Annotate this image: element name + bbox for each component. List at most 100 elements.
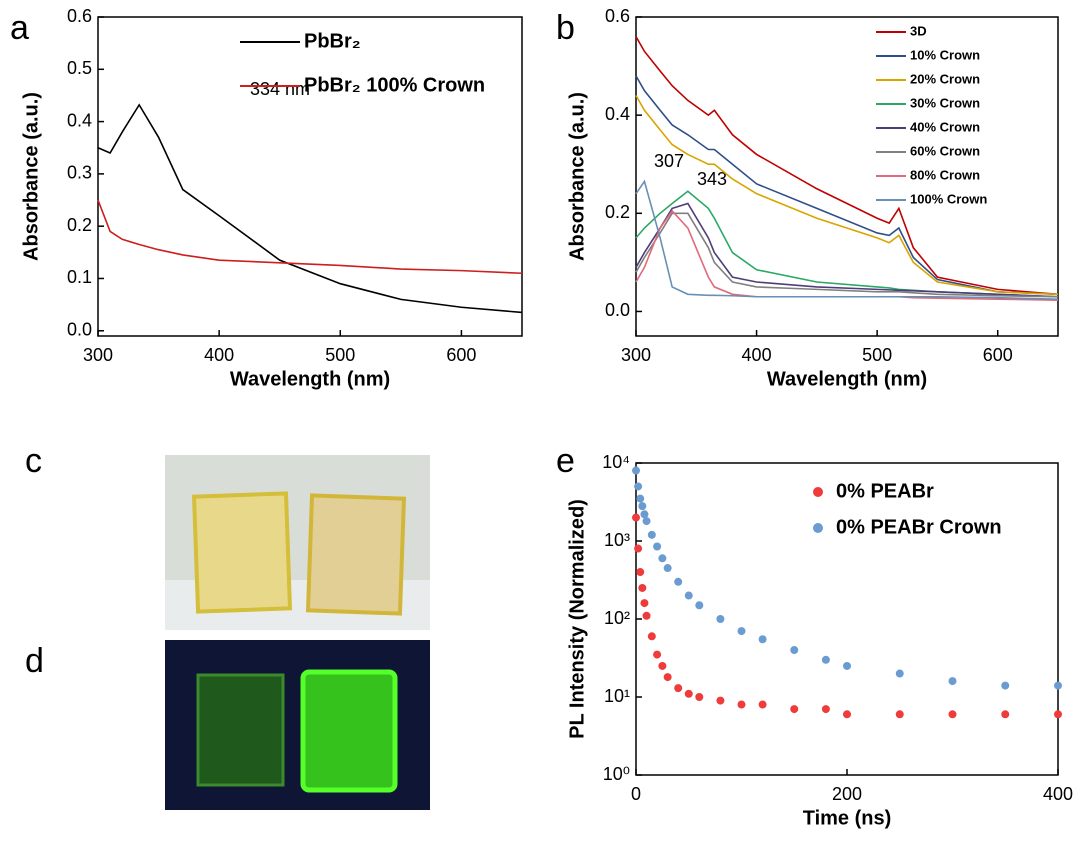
y-tick-label: 10² xyxy=(604,608,630,628)
y-tick-label: 0.6 xyxy=(67,6,92,26)
legend-label: 0% PEABr Crown xyxy=(836,516,1002,538)
data-point xyxy=(658,554,667,563)
y-tick-label: 10¹ xyxy=(604,686,630,706)
legend-marker xyxy=(813,523,823,533)
data-point xyxy=(716,615,725,623)
data-line xyxy=(97,199,523,275)
y-tick-label: 0.0 xyxy=(605,300,630,320)
y-tick-label: 0.5 xyxy=(67,58,92,78)
legend-label: 80% Crown xyxy=(910,167,980,182)
data-point xyxy=(674,577,683,586)
data-point xyxy=(843,661,851,670)
annotation: 334 nm xyxy=(250,79,310,99)
x-tick-label: 500 xyxy=(862,345,892,365)
x-tick-label: 300 xyxy=(621,345,651,365)
data-point xyxy=(636,568,645,577)
data-point xyxy=(790,705,799,714)
annotation: 343 xyxy=(697,169,727,189)
y-tick-label: 0.6 xyxy=(605,6,630,26)
panel-label: b xyxy=(556,9,575,47)
film xyxy=(305,493,407,616)
legend-label: 10% Crown xyxy=(910,47,980,62)
y-axis-label: Absorbance (a.u.) xyxy=(20,92,42,261)
data-point xyxy=(647,632,656,641)
x-tick-label: 600 xyxy=(446,345,476,365)
annotation: 307 xyxy=(654,151,684,171)
data-point xyxy=(684,689,693,698)
legend-label: 20% Crown xyxy=(910,71,980,86)
x-tick-label: 600 xyxy=(983,345,1013,365)
y-tick-label: 10³ xyxy=(604,530,630,550)
data-point xyxy=(758,700,767,709)
panel-label: a xyxy=(10,9,29,47)
legend-label: 0% PEABr xyxy=(836,480,934,502)
data-point xyxy=(684,591,693,600)
legend-label: PbBr₂ xyxy=(304,30,361,52)
data-point xyxy=(634,544,643,553)
y-axis-label: PL Intensity (Normalized) xyxy=(566,499,588,739)
x-axis-label: Wavelength (nm) xyxy=(767,368,927,390)
data-point xyxy=(640,599,649,608)
data-point xyxy=(758,635,767,644)
x-tick-label: 400 xyxy=(1043,784,1073,804)
data-line xyxy=(635,202,1059,298)
data-point xyxy=(1001,681,1010,690)
data-point xyxy=(658,661,667,670)
data-line xyxy=(635,75,1059,296)
data-line xyxy=(635,179,1059,300)
y-tick-label: 0.4 xyxy=(605,104,630,124)
data-point xyxy=(674,684,683,693)
data-point xyxy=(821,655,830,664)
y-tick-label: 0.1 xyxy=(67,267,92,287)
data-point xyxy=(895,669,904,678)
data-point xyxy=(653,542,662,551)
y-tick-label: 10⁴ xyxy=(602,452,630,472)
y-tick-label: 10⁰ xyxy=(603,764,630,784)
data-line xyxy=(97,103,523,314)
data-point xyxy=(716,696,725,705)
data-point xyxy=(895,710,904,719)
data-line xyxy=(635,95,1059,296)
x-tick-label: 0 xyxy=(631,784,641,804)
legend-label: 60% Crown xyxy=(910,143,980,158)
legend-label: 3D xyxy=(910,23,927,38)
x-tick-label: 200 xyxy=(832,784,862,804)
data-point xyxy=(1054,681,1062,690)
panel-label: d xyxy=(25,642,44,680)
data-point xyxy=(653,650,662,659)
data-point xyxy=(632,513,640,522)
legend-label: 40% Crown xyxy=(910,119,980,134)
y-tick-label: 0.3 xyxy=(67,163,92,183)
data-point xyxy=(948,710,957,719)
data-point xyxy=(737,627,746,636)
legend-label: 100% Crown xyxy=(910,191,987,206)
data-line xyxy=(635,190,1059,298)
data-line xyxy=(635,36,1059,296)
x-tick-label: 400 xyxy=(742,345,772,365)
data-point xyxy=(642,517,651,526)
y-tick-label: 0.2 xyxy=(67,215,92,235)
x-tick-label: 500 xyxy=(325,345,355,365)
data-point xyxy=(663,564,672,573)
legend-label: PbBr₂ 100% Crown xyxy=(304,74,485,96)
data-point xyxy=(632,466,640,475)
y-tick-label: 0.2 xyxy=(605,202,630,222)
data-point xyxy=(638,583,647,592)
y-tick-label: 0.0 xyxy=(67,320,92,340)
data-point xyxy=(640,510,649,519)
data-point xyxy=(737,700,746,709)
panel-label: c xyxy=(25,442,42,480)
data-point xyxy=(638,502,647,511)
x-axis-label: Time (ns) xyxy=(803,807,892,829)
data-point xyxy=(1001,710,1010,719)
data-point xyxy=(695,693,704,701)
data-point xyxy=(636,494,645,503)
data-line xyxy=(635,212,1059,298)
data-point xyxy=(948,677,957,686)
data-point xyxy=(790,646,799,655)
data-point xyxy=(695,601,704,610)
data-point xyxy=(647,530,656,539)
data-line xyxy=(635,209,1059,301)
panel-label: e xyxy=(556,442,575,480)
